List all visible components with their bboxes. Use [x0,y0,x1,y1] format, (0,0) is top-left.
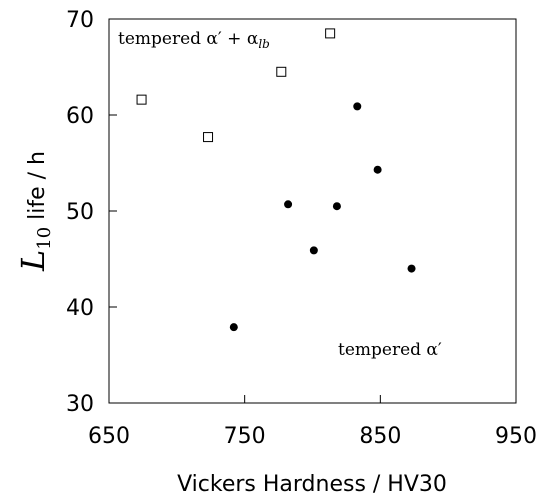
data-point-s1-5 [373,165,382,174]
data-point-s0-3 [325,28,336,39]
y-axis-title: L10 life / h [14,151,55,272]
y-tick-label-70: 70 [66,8,94,33]
x-tick-label-850: 850 [359,424,401,449]
x-tick-label-750: 750 [224,424,266,449]
y-tick-label-50: 50 [66,200,94,225]
tick-labels: 650 750 850 950 30 40 50 60 70 [66,8,537,449]
x-tick-label-650: 650 [88,424,130,449]
x-tick-label-950: 950 [495,424,537,449]
data-point-s1-4 [353,102,362,111]
data-point-s0-1 [203,132,214,143]
y-tick-label-40: 40 [66,296,94,321]
data-point-s1-0 [229,323,238,332]
data-point-s0-2 [276,66,287,77]
data-point-s1-2 [309,246,318,255]
data-point-s0-0 [136,94,147,105]
annotation-tempered-alpha-prime-alpha-lb: tempered α′ + αlb [118,29,270,51]
x-axis-title: Vickers Hardness / HV30 [177,472,447,497]
data-point-s1-3 [332,202,341,211]
data-point-s1-6 [407,264,416,273]
y-tick-label-30: 30 [66,392,94,417]
y-tick-label-60: 60 [66,104,94,129]
data-point-s1-1 [284,200,293,209]
ticks [108,18,517,404]
annotation-tempered-alpha-prime: tempered α′ [338,340,442,360]
plot-area-frame [108,18,517,404]
data-marks [136,28,416,332]
